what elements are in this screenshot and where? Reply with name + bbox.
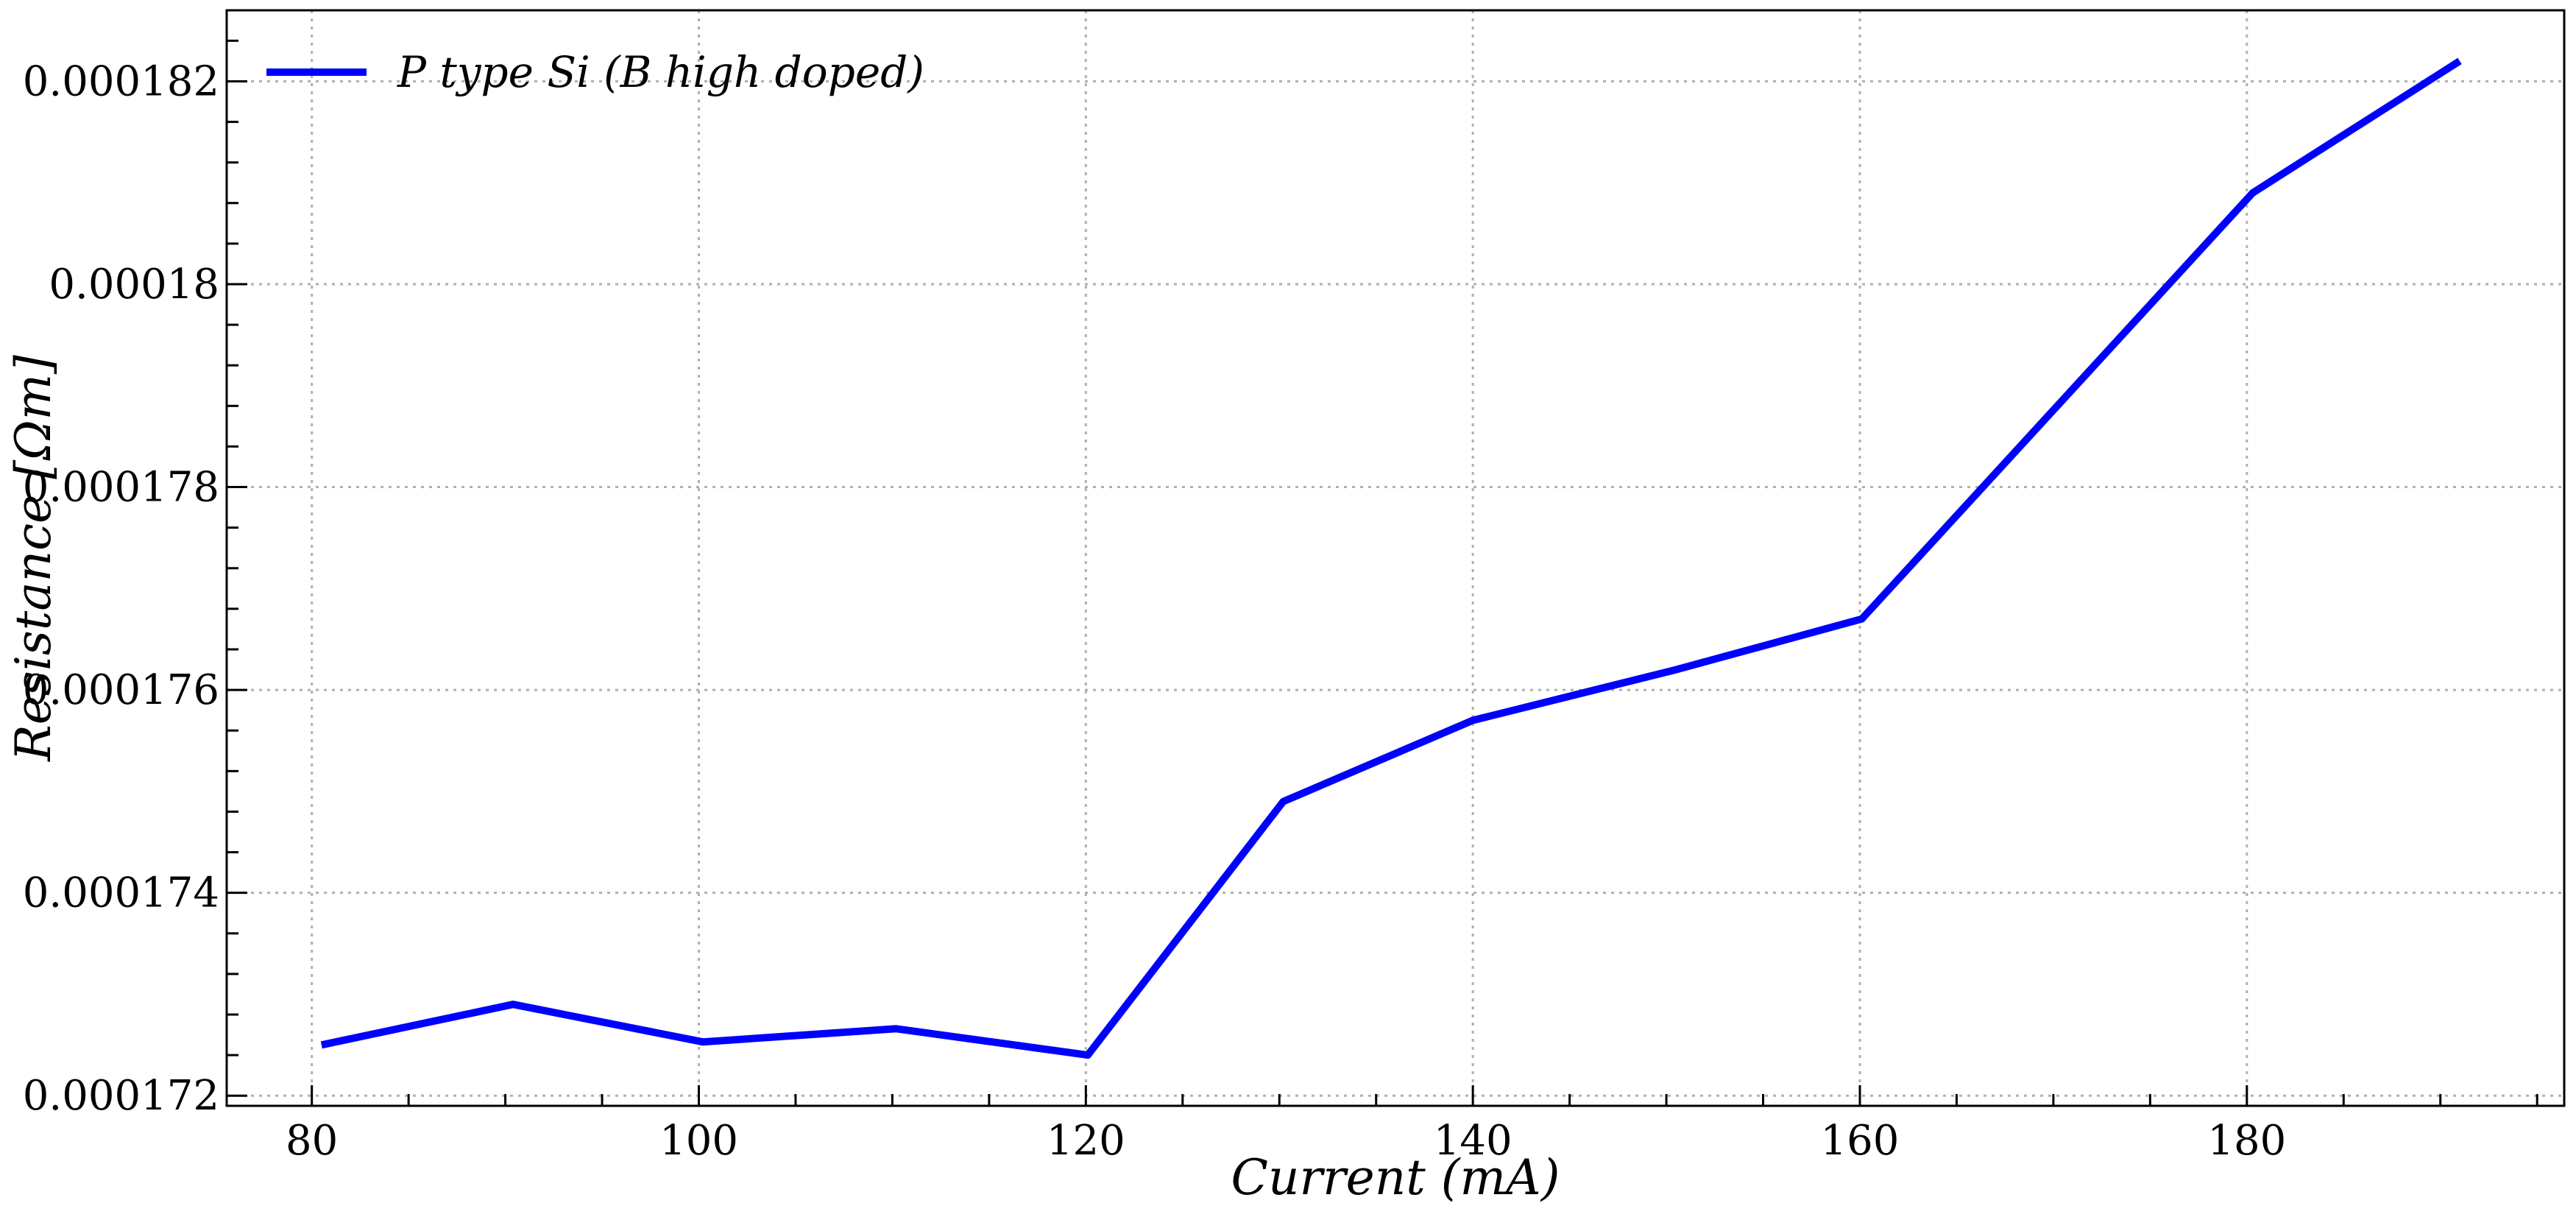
y-tick-label: 0.000174 [23, 869, 219, 917]
y-axis-label: Resistance [Ωm] [5, 355, 62, 762]
ticks [227, 39, 2538, 1106]
y-tick-label: 0.00018 [49, 261, 219, 308]
x-tick-label: 180 [2207, 1117, 2286, 1165]
y-tick-label: 0.000172 [23, 1072, 219, 1120]
tick-labels: 80 100 120 140 160 180 0.000172 0.000174 0.00017… [23, 57, 2286, 1165]
grid [227, 10, 2564, 1106]
x-tick-label: 160 [1821, 1117, 1900, 1165]
series-line [320, 57, 2462, 1059]
x-tick-label: 100 [659, 1117, 738, 1165]
x-tick-label: 80 [286, 1117, 338, 1165]
y-tick-label: 0.000176 [23, 666, 219, 714]
y-tick-label: 0.000182 [23, 57, 219, 105]
legend: P type Si (B high doped) [266, 47, 924, 97]
x-axis-label: Current (mA) [1231, 1149, 1560, 1206]
legend-label: P type Si (B high doped) [397, 47, 924, 97]
x-tick-label: 120 [1047, 1117, 1125, 1165]
y-tick-label: 0.000178 [23, 464, 219, 512]
series-layer [320, 57, 2462, 1059]
x-tick-label: 140 [1434, 1117, 1512, 1165]
plot-frame [225, 9, 2566, 1107]
